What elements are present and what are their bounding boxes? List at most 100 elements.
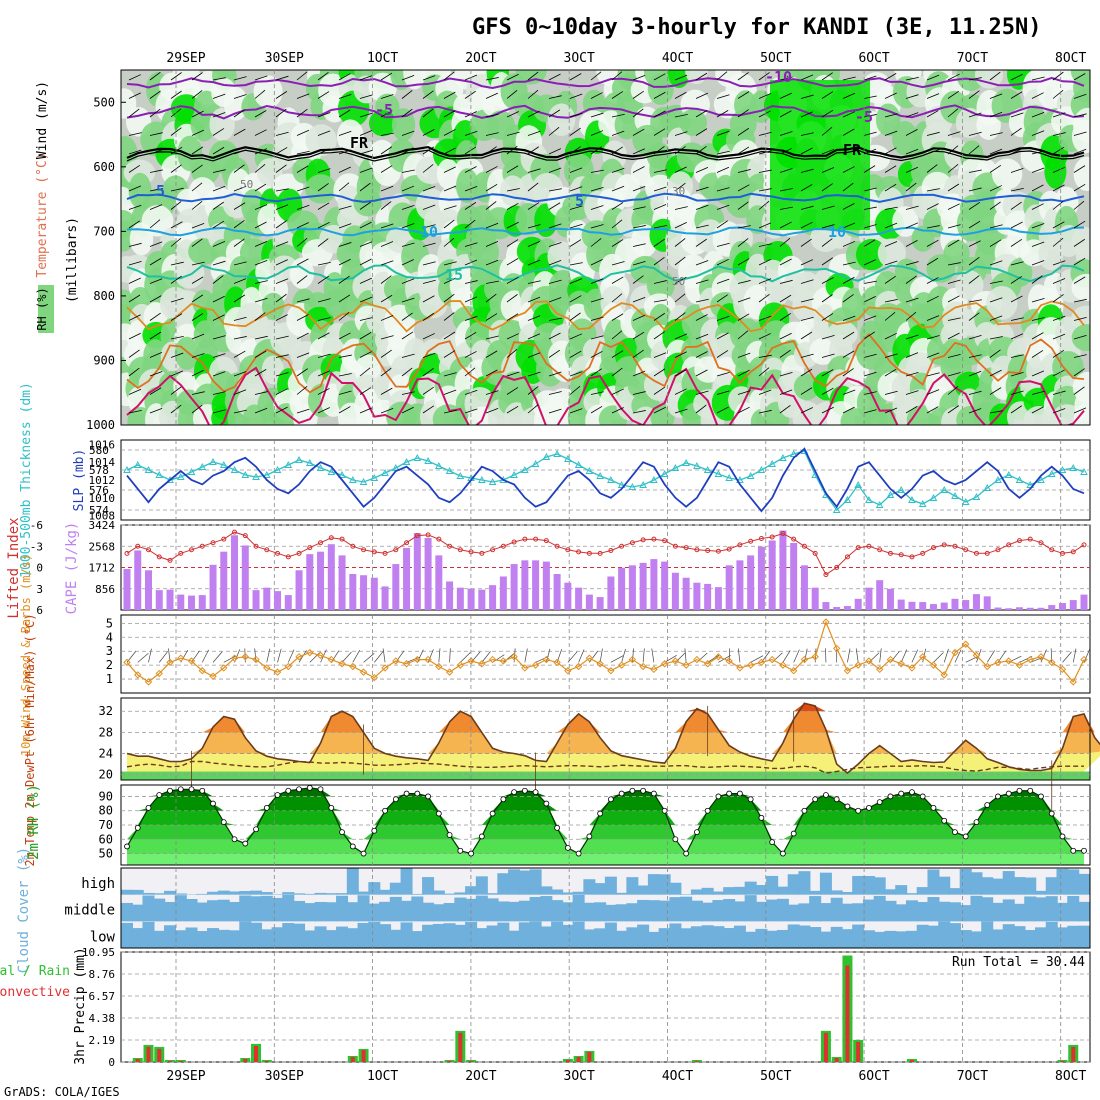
wind-barb — [380, 241, 394, 247]
thickness-point — [897, 485, 906, 493]
precip-axis-label: 3hr Precip (mm) — [73, 947, 88, 1064]
date-label-top: 30SEP — [265, 51, 304, 66]
wind-barb — [128, 74, 141, 81]
precip-convective-bar — [856, 1041, 861, 1062]
wind-barb — [506, 313, 519, 321]
cloud-cell — [1024, 877, 1037, 895]
wind-barb — [191, 404, 203, 414]
cloud-cell — [658, 900, 671, 922]
cloud-cell — [260, 892, 273, 895]
rh2m-point — [650, 790, 657, 797]
wind-barb — [905, 390, 919, 395]
wind10-point — [1069, 678, 1077, 686]
credit-text: GrADS: COLA/IGES — [4, 1085, 120, 1099]
rh-field — [121, 70, 1090, 425]
wind-barb — [296, 186, 310, 192]
cape-bar — [962, 600, 970, 610]
wind10-barb — [535, 656, 549, 663]
wind-barb — [443, 71, 455, 81]
cloud-cell — [959, 905, 972, 922]
thickness-point — [359, 477, 368, 485]
wind10-barb — [782, 650, 791, 663]
rh2m-point — [156, 792, 163, 798]
cloud-cell — [1013, 926, 1026, 948]
cape-bar — [725, 565, 733, 610]
rh2m-point — [167, 787, 173, 794]
wind-barb — [338, 390, 352, 395]
wind-barb — [275, 314, 288, 321]
rh-blob — [976, 109, 1001, 140]
wind-barb — [506, 405, 519, 414]
wind-barb — [485, 166, 498, 173]
wind10-axis-label: 10m Wind Speed & Barbs (m/s) — [19, 554, 33, 756]
cape-bar — [671, 572, 679, 610]
lifted-index-point — [232, 529, 238, 535]
wind-barb — [737, 238, 749, 247]
wind-barb — [233, 336, 247, 340]
date-label-bottom: 2OCT — [465, 1069, 496, 1084]
wind-barb — [779, 76, 793, 81]
wind-barb — [569, 112, 583, 118]
wind10-point — [736, 664, 744, 672]
date-label-bottom: 30SEP — [265, 1069, 304, 1084]
cloud-cell — [336, 895, 349, 922]
wind-barb — [716, 204, 730, 210]
cloud-cell — [443, 893, 456, 895]
wind-barb — [968, 187, 982, 192]
cloud-cell — [389, 896, 402, 922]
wind-barb — [443, 166, 456, 173]
cloud-cell — [841, 903, 854, 922]
thickness-point — [725, 473, 733, 481]
wind-barb — [170, 127, 182, 136]
cloud-cell — [938, 876, 951, 895]
isotherm-label: -10 — [765, 68, 792, 86]
wind-barb — [632, 148, 646, 155]
wind10-point — [488, 655, 497, 664]
wind-barb — [1010, 239, 1023, 247]
wind-barb — [401, 90, 413, 99]
cape-bar — [403, 547, 411, 610]
wind-barb — [821, 313, 834, 321]
wind-barb — [947, 353, 961, 358]
cape-bar — [833, 607, 841, 610]
wind-barb — [590, 391, 604, 395]
wind-barb — [1073, 165, 1086, 173]
cape-bar — [155, 590, 163, 610]
precip-convective-bar — [576, 1056, 581, 1062]
wind10-point — [327, 655, 336, 664]
wind10-barb — [750, 655, 764, 663]
wind-barb — [401, 312, 413, 321]
lifted-index-point — [662, 538, 668, 544]
wind-barb — [233, 409, 247, 414]
wind-barb — [527, 259, 541, 266]
wind-barb — [905, 261, 919, 266]
rh2m-point — [543, 800, 550, 807]
cape-bar — [596, 597, 604, 610]
rh2m-point — [1059, 833, 1066, 840]
wind-barb — [905, 334, 919, 340]
wind10-point — [854, 661, 862, 669]
cloud-row-label: high — [81, 876, 115, 892]
lifted-index-point — [328, 535, 334, 541]
thickness-point — [1069, 463, 1078, 471]
wind-barb — [926, 257, 939, 266]
cape-bar — [489, 585, 497, 610]
wind-barb — [296, 298, 310, 303]
wind-barb — [485, 335, 499, 340]
wind-barb — [569, 127, 581, 136]
thickness-point — [940, 485, 949, 493]
wind-barb — [128, 314, 141, 321]
thickness-point — [736, 475, 744, 483]
precip-total-bar — [165, 1059, 176, 1062]
cloud-cell — [368, 882, 381, 895]
rh2m-point — [521, 787, 528, 794]
wind-barb — [443, 129, 456, 136]
wind10-point — [187, 657, 196, 665]
rh-blob — [986, 285, 1018, 320]
wind-barb — [926, 295, 939, 303]
wind-barb — [401, 353, 415, 358]
wind10-barb — [460, 652, 471, 663]
wind-barb — [779, 371, 793, 377]
legend-total: Total / Rain — [0, 964, 70, 979]
